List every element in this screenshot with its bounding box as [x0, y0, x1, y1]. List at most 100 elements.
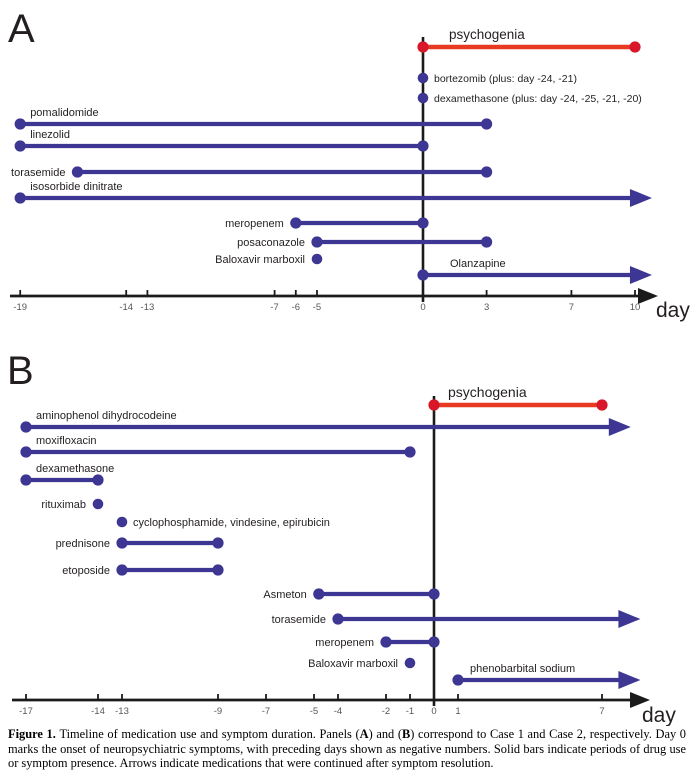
timeline-row-linezolid: linezolid	[14, 129, 429, 152]
start-dot	[428, 399, 440, 411]
x-axis-tick-label: -14	[91, 706, 105, 717]
end-dot	[212, 564, 224, 576]
event-dot	[311, 253, 323, 265]
medication-label: cyclophosphamide, vindesine, epirubicin	[133, 517, 330, 529]
panel-letter-a: A	[8, 7, 35, 51]
x-axis-tick-label: 10	[630, 302, 641, 313]
caption-run: Timeline of medication use and symptom d…	[59, 727, 360, 741]
x-axis-arrowhead	[630, 692, 650, 708]
medication-label: dexamethasone	[36, 463, 114, 475]
timeline-row-psychogenia: psychogenia	[428, 384, 608, 411]
medication-label: prednisone	[56, 538, 110, 550]
x-axis-tick-label: -19	[13, 302, 27, 313]
continuation-arrowhead	[618, 671, 641, 689]
timeline-row-psychogenia: psychogenia	[417, 27, 641, 53]
start-dot	[290, 217, 302, 229]
medication-label: Baloxavir marboxil	[215, 254, 305, 266]
end-dot	[92, 474, 104, 486]
timeline-row-rituximab: rituximab	[41, 498, 104, 511]
timeline-row-moxifloxacin: moxifloxacin	[20, 435, 416, 458]
end-dot	[417, 140, 429, 152]
end-dot	[596, 399, 608, 411]
event-dot	[417, 92, 429, 104]
event-dot	[92, 498, 104, 510]
start-dot	[14, 140, 26, 152]
medication-label: rituximab	[41, 499, 86, 511]
x-axis-title: day	[642, 704, 676, 726]
x-axis-arrowhead	[638, 288, 658, 304]
continuation-arrowhead	[608, 418, 631, 436]
timeline-row-meropenem: meropenem	[225, 217, 429, 230]
x-axis-tick-label: 1	[455, 706, 460, 717]
x-axis-tick-label: -7	[270, 302, 278, 313]
x-axis-tick-label: 3	[484, 302, 489, 313]
x-axis-tick-label: -2	[382, 706, 390, 717]
symptom-label: psychogenia	[449, 27, 525, 42]
start-dot	[417, 41, 429, 53]
end-dot	[417, 217, 429, 229]
medication-label: torasemide	[272, 614, 326, 626]
start-dot	[313, 588, 325, 600]
panel-letter-b: B	[7, 349, 34, 393]
end-dot	[428, 588, 440, 600]
timeline-row-phenobarbital-sodium: phenobarbital sodium	[452, 663, 641, 689]
start-dot	[452, 674, 464, 686]
timeline-row-asmeton: Asmeton	[263, 588, 440, 601]
medication-label: Asmeton	[263, 589, 306, 601]
medication-label: aminophenol dihydrocodeine	[36, 410, 177, 422]
event-dot	[417, 72, 429, 84]
medication-label: Olanzapine	[450, 258, 506, 270]
medication-label: posaconazole	[237, 237, 305, 249]
timeline-row-meropenem: meropenem	[315, 636, 440, 649]
start-dot	[14, 192, 26, 204]
continuation-arrowhead	[629, 189, 652, 207]
end-dot	[428, 636, 440, 648]
medication-label: Baloxavir marboxil	[308, 658, 398, 670]
start-dot	[20, 446, 32, 458]
x-axis-tick-label: -4	[334, 706, 342, 717]
x-axis-tick-label: -14	[119, 302, 133, 313]
timeline-row-dexamethasone: dexamethasone	[20, 463, 114, 486]
end-dot	[481, 166, 493, 178]
start-dot	[417, 269, 429, 281]
x-axis-tick-label: -9	[214, 706, 222, 717]
medication-label: etoposide	[62, 565, 110, 577]
timeline-row-prednisone: prednisone	[56, 537, 224, 550]
x-axis-tick-label: -6	[292, 302, 300, 313]
medication-label: linezolid	[30, 129, 70, 141]
end-dot	[212, 537, 224, 549]
start-dot	[71, 166, 84, 178]
x-axis-tick-label: -5	[310, 706, 318, 717]
x-axis-tick-label: -7	[262, 706, 270, 717]
x-axis-tick-label: -13	[141, 302, 155, 313]
timeline-row-cyclophosphamide-vindesine-epirubicin: cyclophosphamide, vindesine, epirubicin	[116, 516, 330, 529]
start-dot	[332, 613, 344, 625]
event-dot	[404, 657, 416, 669]
timeline-row-isosorbide-dinitrate: isosorbide dinitrate	[14, 181, 652, 207]
timeline-row-olanzapine: Olanzapine	[417, 258, 652, 284]
medication-label: bortezomib (plus: day -24, -21)	[434, 73, 577, 85]
panel-b-chart: B -17 -14 -13 -9 -7 -5 -4 -2 -1 0 1 7 day psychogenia a…	[7, 349, 676, 726]
x-axis-tick-label: 0	[431, 706, 436, 717]
x-axis-tick-label: 7	[569, 302, 574, 313]
end-dot	[481, 118, 493, 130]
timeline-row-posaconazole: posaconazole	[237, 236, 493, 249]
timeline-row-baloxavir-marboxil: Baloxavir marboxil	[215, 253, 323, 266]
medication-label: torasemide	[11, 167, 65, 179]
x-axis-tick-label: 0	[420, 302, 425, 313]
start-dot	[116, 564, 128, 576]
x-axis-tick-label: -17	[19, 706, 33, 717]
end-dot	[404, 446, 416, 458]
timeline-row-etoposide: etoposide	[62, 564, 224, 577]
x-axis-tick-label: -13	[115, 706, 129, 717]
caption-bold-run: Figure 1.	[8, 727, 60, 741]
x-axis-title: day	[656, 299, 690, 322]
medication-label: moxifloxacin	[36, 435, 97, 447]
start-dot	[311, 236, 323, 248]
x-axis-tick-label: -5	[313, 302, 321, 313]
panel-a-chart: A -19 -14 -13 -7 -6 -5 0 3 7 10 day psychogenia borte…	[8, 7, 690, 322]
continuation-arrowhead	[618, 610, 641, 628]
event-dot	[116, 516, 128, 528]
timeline-row-torasemide: torasemide	[11, 166, 493, 179]
